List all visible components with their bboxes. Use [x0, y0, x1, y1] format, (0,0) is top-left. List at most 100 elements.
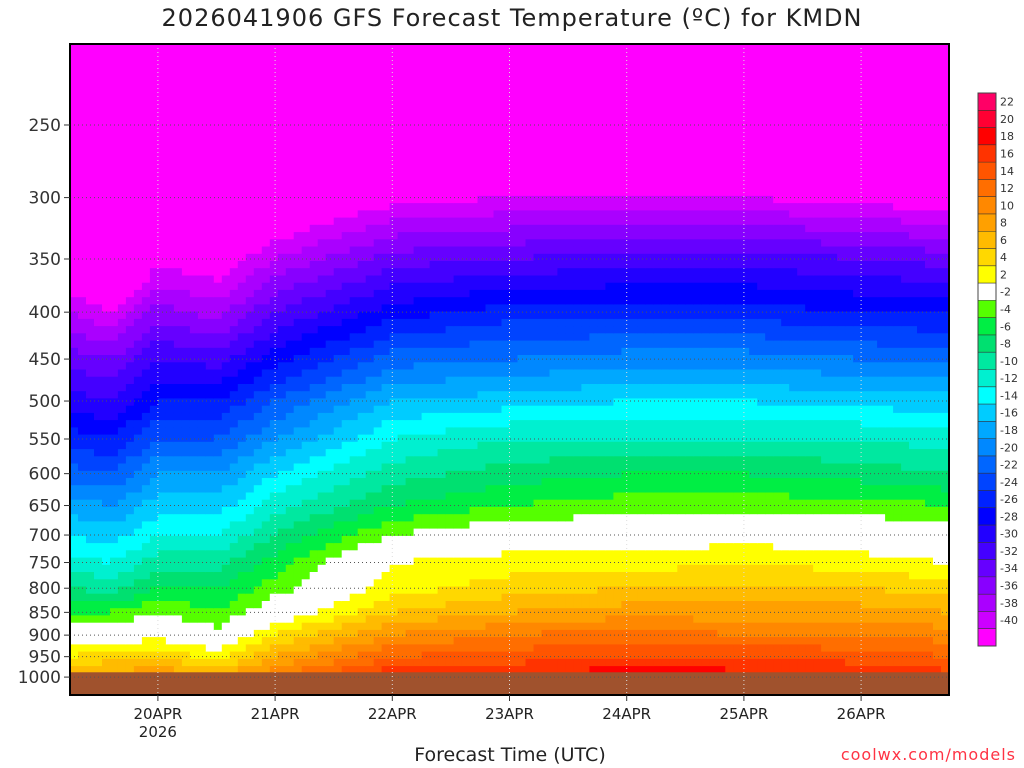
temperature-cell: [173, 593, 183, 602]
temperature-cell: [277, 384, 287, 392]
temperature-cell: [94, 261, 103, 269]
temperature-cell: [141, 326, 151, 334]
temperature-cell: [453, 282, 463, 291]
temperature-cell: [421, 506, 431, 515]
temperature-cell: [477, 268, 487, 276]
temperature-cell: [229, 420, 239, 428]
temperature-cell: [485, 224, 495, 233]
temperature-cell: [205, 101, 215, 110]
temperature-cell: [493, 470, 503, 479]
temperature-cell: [157, 340, 167, 349]
temperature-cell: [277, 528, 287, 537]
temperature-cell: [237, 304, 247, 313]
temperature-cell: [381, 333, 391, 342]
temperature-cell: [149, 593, 159, 602]
temperature-cell: [341, 572, 351, 580]
temperature-cell: [429, 601, 439, 609]
temperature-cell: [86, 101, 95, 110]
temperature-cell: [205, 203, 215, 211]
temperature-cell: [453, 398, 463, 407]
temperature-cell: [445, 601, 455, 609]
temperature-cell: [389, 608, 399, 616]
temperature-cell: [501, 355, 511, 363]
temperature-cell: [229, 138, 239, 146]
temperature-cell: [349, 261, 359, 269]
temperature-cell: [453, 391, 463, 399]
temperature-cell: [317, 441, 327, 450]
temperature-cell: [365, 441, 375, 450]
temperature-cell: [397, 478, 407, 486]
temperature-cell: [277, 543, 287, 551]
temperature-cell: [285, 340, 295, 349]
temperature-cell: [261, 629, 271, 638]
temperature-cell: [221, 601, 231, 609]
temperature-cell: [110, 535, 119, 544]
temperature-cell: [453, 615, 463, 624]
temperature-cell: [429, 275, 439, 284]
temperature-cell: [349, 449, 359, 457]
temperature-cell: [485, 340, 495, 349]
temperature-cell: [245, 456, 255, 465]
temperature-cell: [125, 506, 135, 515]
temperature-cell: [285, 369, 295, 378]
temperature-cell: [405, 506, 415, 515]
temperature-cell: [205, 268, 215, 276]
temperature-cell: [245, 87, 255, 96]
temperature-cell: [293, 217, 303, 226]
temperature-cell: [149, 210, 159, 219]
temperature-cell: [141, 666, 151, 674]
temperature-cell: [125, 463, 135, 472]
temperature-cell: [133, 557, 143, 566]
temperature-cell: [493, 384, 503, 392]
temperature-cell: [469, 101, 479, 110]
temperature-cell: [70, 311, 79, 320]
temperature-cell: [165, 499, 175, 508]
temperature-cell: [349, 362, 359, 371]
temperature-cell: [221, 644, 231, 653]
temperature-cell: [333, 152, 343, 161]
temperature-cell: [493, 369, 503, 378]
temperature-cell: [317, 275, 327, 284]
temperature-cell: [197, 528, 207, 537]
temperature-cell: [141, 449, 151, 457]
temperature-cell: [125, 405, 135, 414]
temperature-cell: [437, 138, 447, 146]
temperature-cell: [485, 181, 495, 190]
temperature-cell: [229, 376, 239, 385]
temperature-cell: [357, 369, 367, 378]
temperature-cell: [309, 224, 319, 233]
temperature-cell: [413, 181, 423, 190]
temperature-cell: [86, 514, 95, 522]
temperature-cell: [453, 535, 463, 544]
temperature-cell: [501, 318, 511, 327]
temperature-cell: [86, 275, 95, 284]
temperature-cell: [125, 427, 135, 436]
temperature-cell: [317, 478, 327, 486]
temperature-cell: [245, 572, 255, 580]
temperature-cell: [301, 80, 311, 88]
temperature-cell: [149, 72, 159, 81]
temperature-cell: [365, 412, 375, 421]
temperature-cell: [373, 601, 383, 609]
temperature-cell: [333, 384, 343, 392]
temperature-cell: [445, 253, 455, 262]
temperature-cell: [389, 116, 399, 125]
temperature-cell: [133, 347, 143, 356]
temperature-cell: [181, 340, 191, 349]
temperature-cell: [221, 145, 231, 154]
temperature-cell: [285, 138, 295, 146]
temperature-cell: [94, 478, 103, 486]
temperature-cell: [429, 441, 439, 450]
temperature-cell: [110, 347, 119, 356]
temperature-cell: [269, 384, 279, 392]
temperature-cell: [389, 80, 399, 88]
temperature-cell: [485, 658, 495, 667]
temperature-cell: [477, 130, 487, 139]
temperature-cell: [445, 485, 455, 493]
temperature-cell: [493, 608, 503, 616]
temperature-cell: [461, 318, 471, 327]
temperature-cell: [309, 478, 319, 486]
temperature-cell: [421, 615, 431, 624]
temperature-cell: [293, 195, 303, 204]
temperature-cell: [293, 572, 303, 580]
